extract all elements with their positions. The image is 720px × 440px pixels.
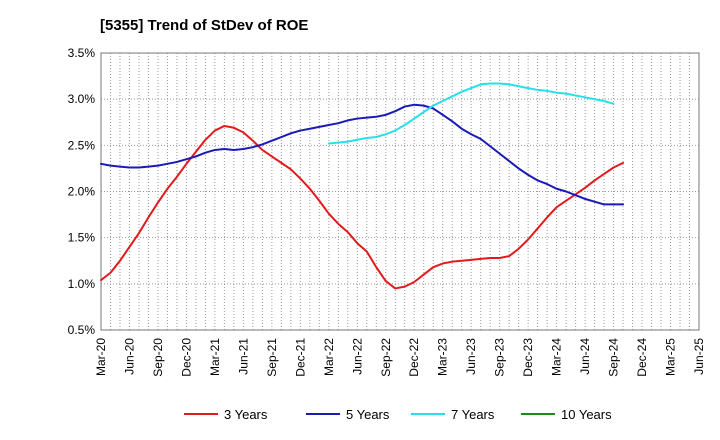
- y-tick-label: 3.0%: [68, 92, 96, 106]
- x-tick-label: Dec-21: [293, 338, 307, 377]
- series-line-3-years: [100, 124, 625, 290]
- x-tick-label: Mar-21: [208, 338, 222, 376]
- y-tick-label: 1.5%: [68, 231, 96, 245]
- y-tick-label: 1.0%: [68, 277, 96, 291]
- x-tick-label: Sep-20: [151, 338, 165, 377]
- series-line-5-years: [100, 103, 625, 206]
- plot-frame: [100, 52, 700, 331]
- x-tick-label: Jun-23: [464, 338, 478, 375]
- y-tick-label: 2.5%: [68, 138, 96, 152]
- x-tick-label: Dec-22: [407, 338, 421, 377]
- series-layer: [100, 82, 625, 290]
- x-tick-label: Jun-24: [578, 338, 592, 375]
- x-tick-label: Mar-23: [436, 338, 450, 376]
- series-line-7-years: [327, 82, 615, 145]
- x-tick-label: Jun-25: [692, 338, 706, 375]
- x-tick-label: Jun-21: [236, 338, 250, 375]
- x-axis-ticks: Mar-20 Jun-20 Sep-20 Dec-20 Mar-21 Jun-21 Sep-…: [94, 338, 706, 377]
- x-tick-label: Sep-22: [379, 338, 393, 377]
- y-tick-label: 0.5%: [68, 323, 96, 337]
- legend-label-3-years: 3 Years: [224, 407, 268, 422]
- x-tick-label: Jun-22: [350, 338, 364, 375]
- legend-label-7-years: 7 Years: [451, 407, 495, 422]
- x-tick-label: Sep-21: [265, 338, 279, 377]
- x-tick-label: Jun-20: [122, 338, 136, 375]
- x-tick-label: Mar-22: [322, 338, 336, 376]
- x-tick-label: Mar-24: [550, 338, 564, 376]
- legend: 3 Years 5 Years 7 Years 10 Years: [184, 407, 612, 422]
- x-tick-label: Sep-23: [493, 338, 507, 377]
- y-tick-label: 2.0%: [68, 185, 96, 199]
- chart-title: [5355] Trend of StDev of ROE: [100, 17, 308, 34]
- legend-label-5-years: 5 Years: [346, 407, 390, 422]
- y-axis-ticks: 0.5% 1.0% 1.5% 2.0% 2.5% 3.0% 3.5%: [68, 46, 96, 337]
- x-tick-label: Dec-20: [179, 338, 193, 377]
- y-tick-label: 3.5%: [68, 46, 96, 60]
- x-tick-label: Mar-20: [94, 338, 108, 376]
- x-tick-label: Dec-23: [521, 338, 535, 377]
- x-tick-label: Dec-24: [635, 338, 649, 377]
- legend-label-10-years: 10 Years: [561, 407, 612, 422]
- x-tick-label: Sep-24: [607, 338, 621, 377]
- x-tick-label: Mar-25: [664, 338, 678, 376]
